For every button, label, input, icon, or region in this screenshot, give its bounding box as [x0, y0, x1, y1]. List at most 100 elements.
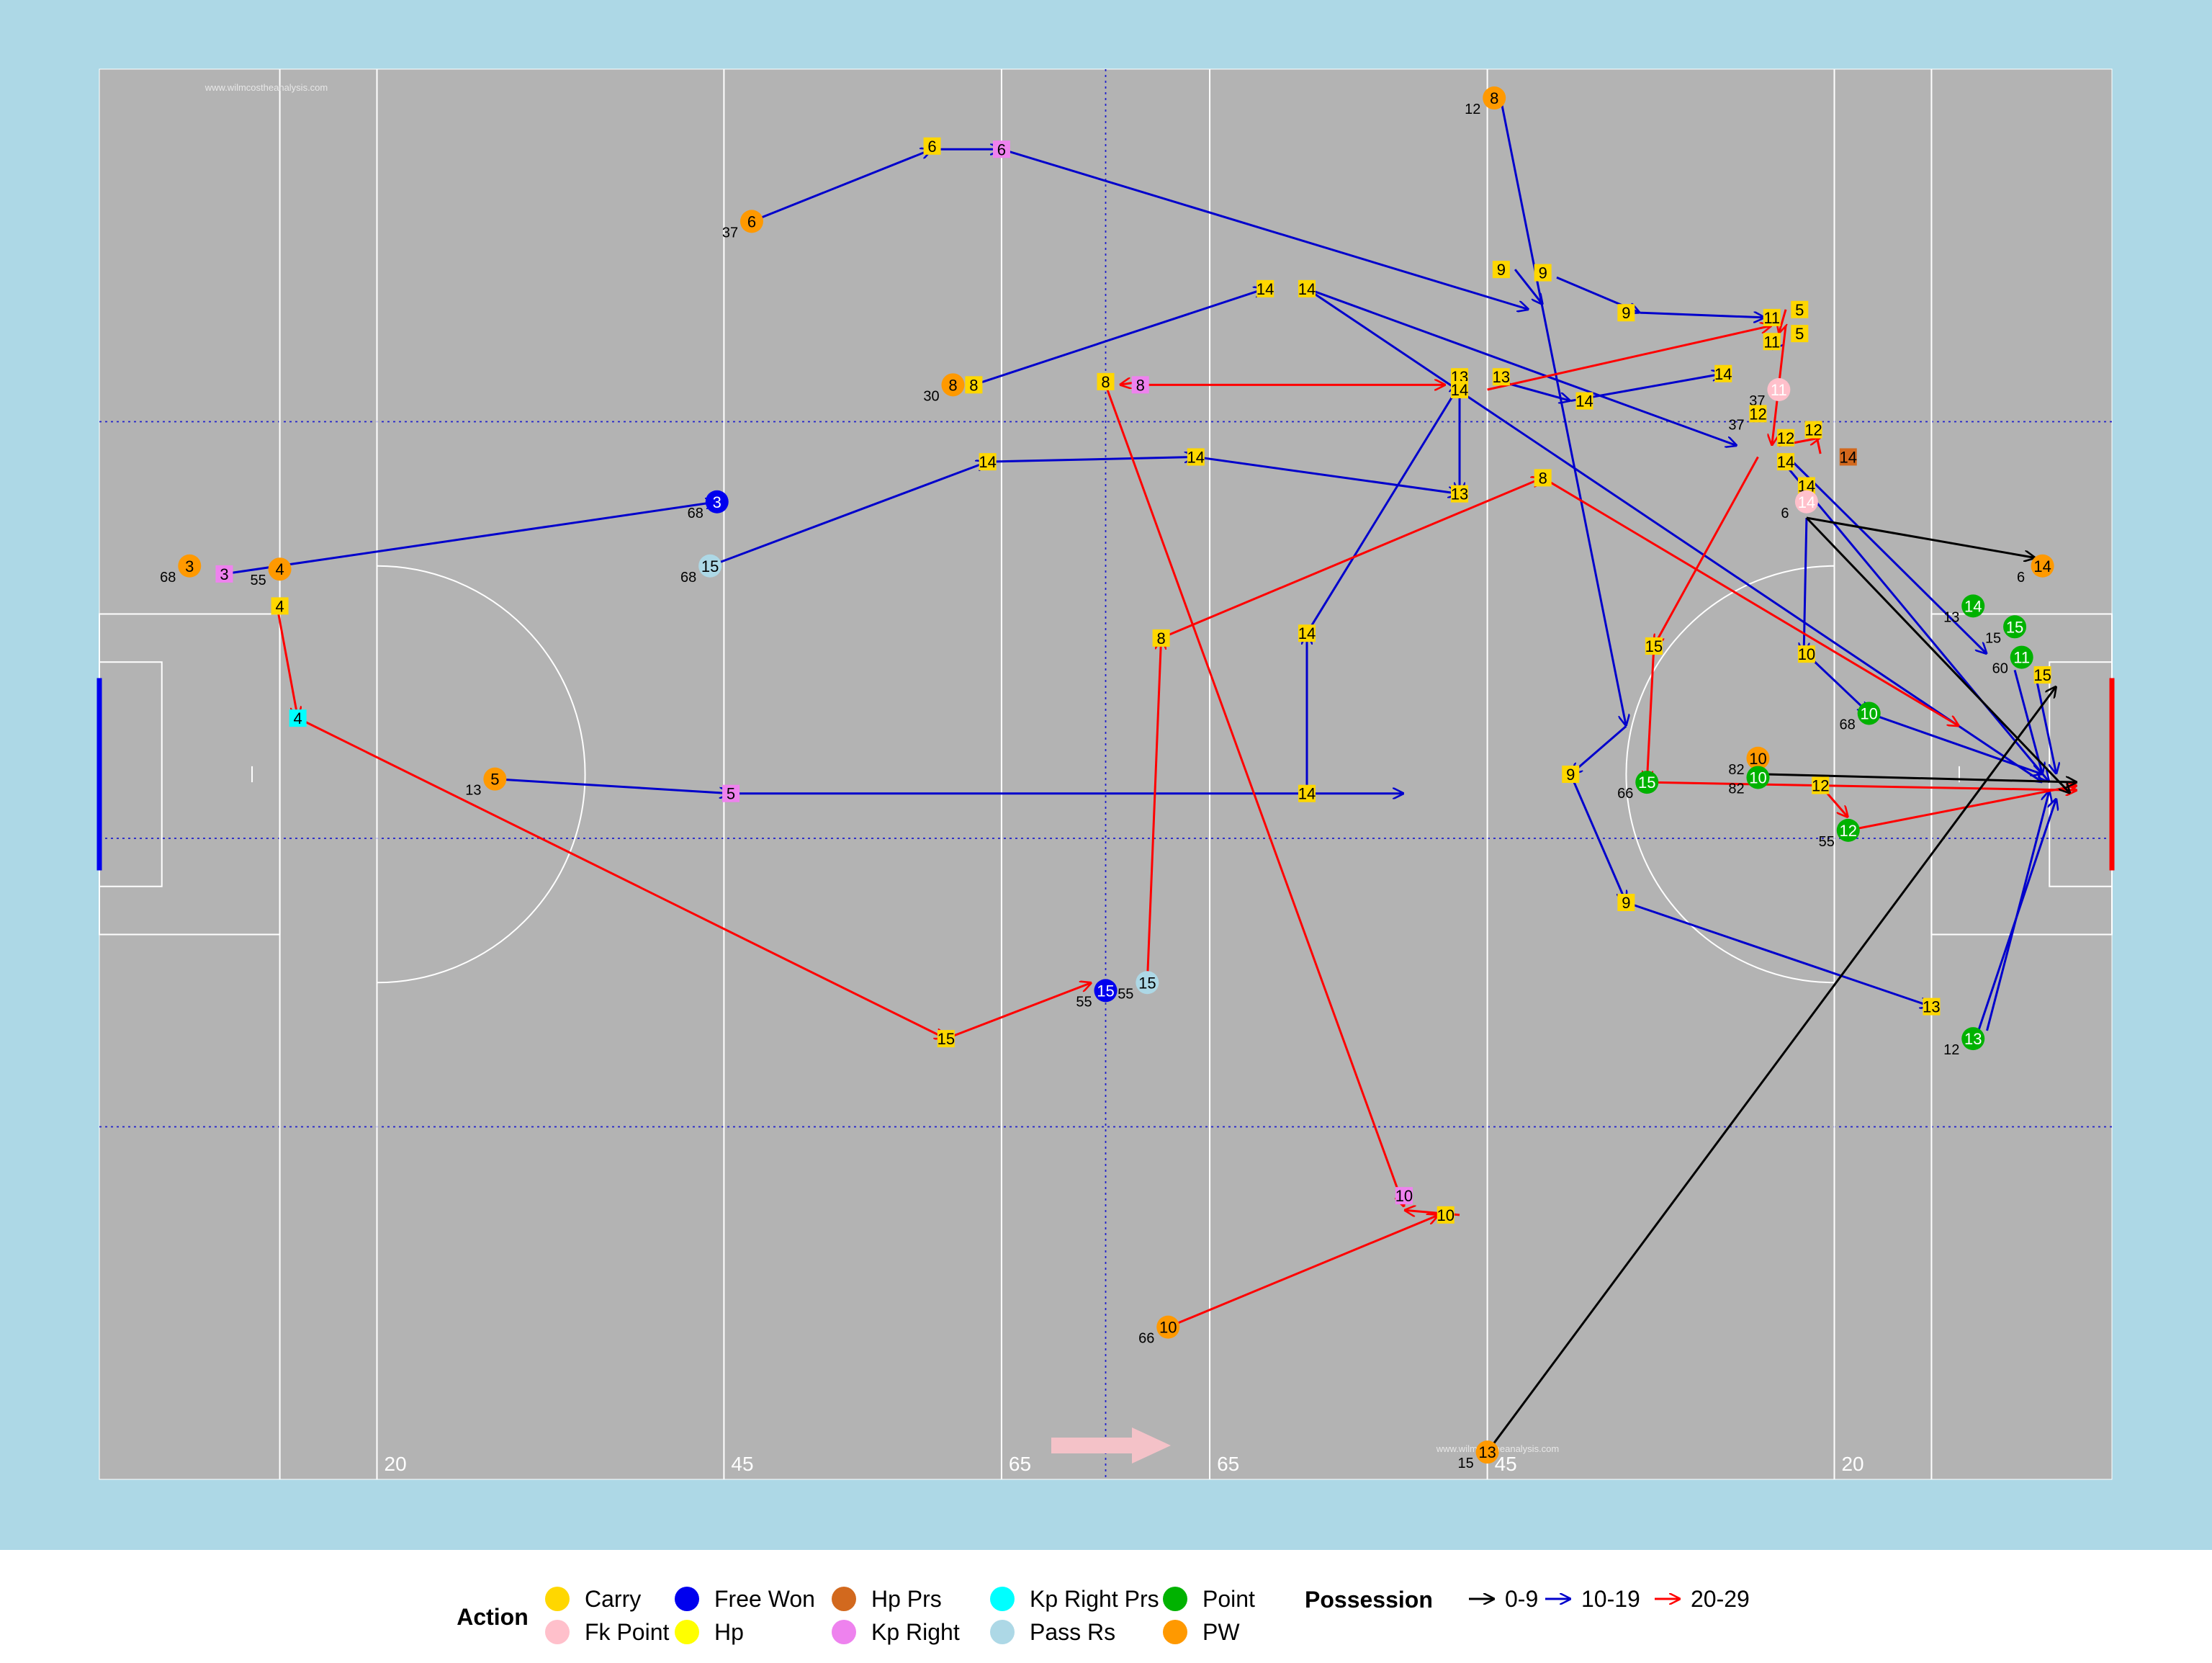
player-number-label: 12 [1804, 421, 1822, 439]
legend-action-label: Pass Rs [1030, 1619, 1115, 1645]
possession-arrow [1654, 456, 1759, 646]
player-number-label: 12 [1840, 822, 1857, 840]
possession-arrow [1779, 309, 1786, 333]
receiver-number-label: 68 [680, 570, 696, 586]
action-marker [1475, 1440, 1499, 1464]
attack-direction-arrow [1051, 1427, 1171, 1463]
action-marker [1156, 1315, 1180, 1339]
action-marker [1836, 818, 1860, 842]
player-number-label: 15 [1097, 982, 1114, 1000]
action-marker [2031, 554, 2054, 578]
possession-arrow [1306, 287, 1737, 446]
action-marker [1562, 766, 1580, 783]
player-number-label: 14 [1575, 393, 1593, 411]
possession-arrow [495, 778, 731, 794]
player-number-label: 14 [1840, 448, 1857, 466]
player-number-label: 11 [1763, 333, 1780, 351]
player-number-label: 15 [2006, 618, 2023, 636]
player-number-label: 5 [1795, 325, 1804, 343]
player-number-label: 6 [927, 138, 936, 156]
action-marker [1152, 629, 1170, 647]
player-number-label: 11 [2013, 649, 2030, 667]
action-marker [1812, 776, 1830, 794]
pitch-marking-label: 45 [1495, 1453, 1517, 1475]
possession-arrow [1001, 148, 1529, 310]
possession-arrow [751, 149, 932, 223]
action-marker [992, 140, 1010, 158]
receiver-number-label: 55 [1819, 834, 1835, 850]
player-number-label: 10 [1749, 768, 1766, 786]
player-number-label: 13 [1493, 368, 1510, 386]
possession-arrow [1804, 517, 1807, 654]
player-number-label: 14 [1298, 280, 1316, 298]
possession-arrow [1570, 725, 1627, 774]
possession-arrow [1805, 653, 1869, 713]
possession-arrow [1569, 774, 1626, 902]
receiver-number-label: 15 [1985, 630, 2001, 646]
action-marker [483, 767, 507, 791]
player-number-label: 3 [220, 565, 228, 583]
possession-arrow [1514, 269, 1543, 305]
player-number-label: 8 [1136, 376, 1145, 394]
action-marker [1136, 971, 1159, 995]
action-marker [1839, 448, 1857, 466]
player-number-label: 10 [1860, 704, 1877, 722]
action-marker [1763, 308, 1781, 326]
receiver-number-label: 13 [465, 783, 481, 799]
action-marker [1298, 279, 1316, 297]
legend-action-swatch [1163, 1620, 1187, 1644]
possession-arrow [1167, 1215, 1439, 1329]
action-marker [1749, 405, 1767, 423]
action-marker [722, 784, 740, 802]
possession-arrow [1146, 638, 1161, 983]
possession-arrow [1986, 790, 2050, 1031]
player-number-label: 14 [2033, 557, 2051, 575]
legend-action-label: Hp [714, 1619, 744, 1645]
player-number-label: 9 [1497, 261, 1506, 279]
action-marker [289, 709, 307, 727]
receiver-number-label: 82 [1728, 762, 1744, 778]
action-marker [1767, 378, 1791, 401]
player-number-label: 5 [727, 785, 735, 803]
legend-action-swatch [675, 1620, 699, 1644]
legend-action-label: Carry [585, 1586, 641, 1612]
action-marker [1923, 998, 1941, 1016]
action-marker [1483, 86, 1506, 110]
player-number-label: 10 [1395, 1187, 1413, 1205]
player-number-label: 3 [713, 493, 721, 511]
player-number-label: 10 [1749, 750, 1766, 768]
possession-arrow [1647, 781, 2077, 790]
action-marker [1714, 364, 1732, 382]
action-marker [1451, 381, 1469, 398]
player-number-label: 8 [1490, 89, 1498, 107]
action-marker [739, 210, 763, 233]
legend-action-swatch [545, 1587, 570, 1611]
action-marker [1451, 485, 1469, 503]
pitch-marking-label: 20 [385, 1453, 407, 1475]
possession-arrow [1778, 456, 2049, 782]
receiver-number-label: 68 [1840, 717, 1856, 732]
receiver-number-label: 13 [1943, 609, 1959, 625]
pitch-marking-label: 45 [731, 1453, 753, 1475]
player-number-label: 14 [1964, 597, 1982, 615]
receiver-number-label: 55 [250, 573, 266, 588]
action-marker [2033, 666, 2051, 684]
receiver-number-label: 12 [1465, 102, 1480, 117]
action-marker [937, 1030, 955, 1048]
receiver-number-label: 68 [688, 506, 703, 521]
action-marker [1961, 1027, 1985, 1051]
player-number-label: 14 [1798, 493, 1815, 511]
player-number-label: 15 [1638, 774, 1655, 792]
receiver-number-label: 60 [1992, 661, 2008, 677]
player-number-label: 15 [1645, 637, 1663, 655]
action-marker [1534, 264, 1552, 282]
legend-possession-label: 20-29 [1691, 1586, 1750, 1612]
player-number-label: 10 [1159, 1319, 1177, 1337]
action-marker [1131, 376, 1149, 394]
legend-action-swatch [990, 1587, 1015, 1611]
player-number-label: 8 [1156, 629, 1165, 647]
action-marker [1492, 368, 1510, 386]
pitch-marking-label: 65 [1217, 1453, 1239, 1475]
player-number-label: 9 [1539, 264, 1547, 282]
legend-action-swatch [832, 1587, 856, 1611]
